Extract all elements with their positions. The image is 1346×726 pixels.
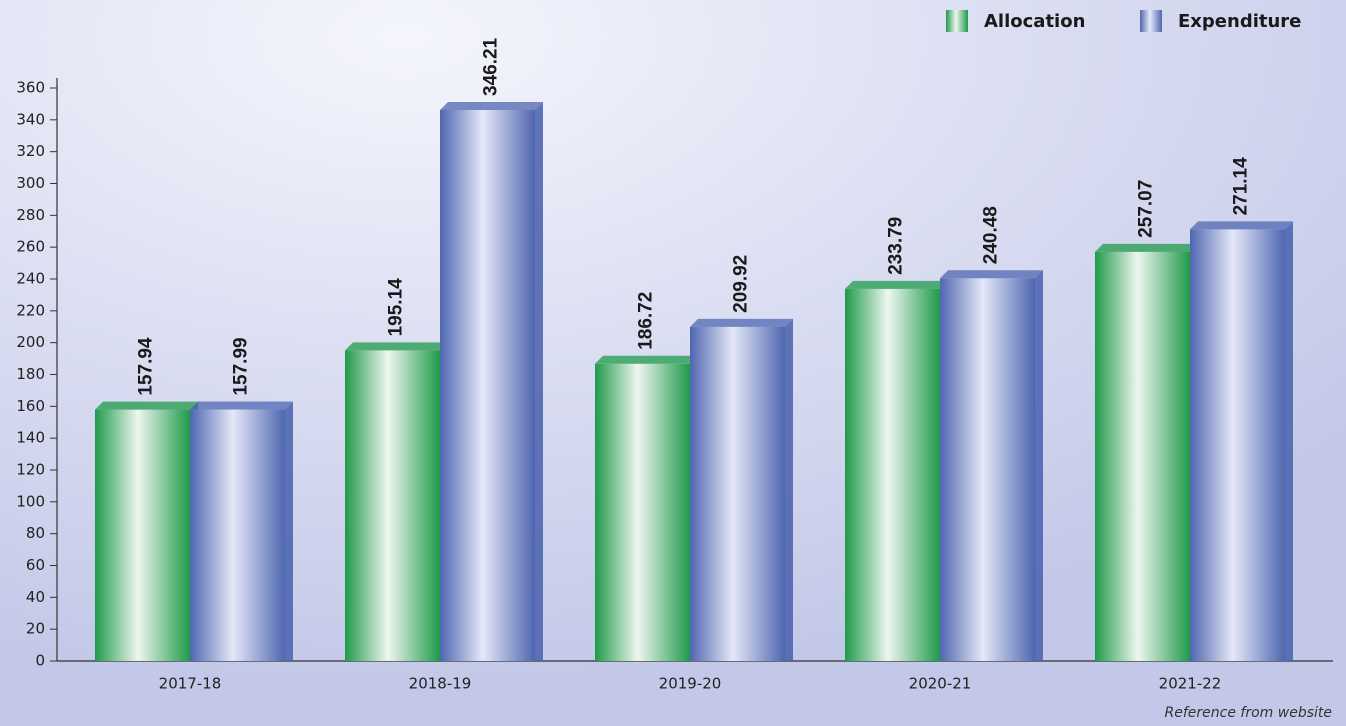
bar-top — [190, 401, 293, 410]
bar-side — [285, 401, 293, 661]
x-tick-label: 2018-19 — [409, 675, 472, 693]
value-label: 186.72 — [636, 292, 657, 350]
y-tick-label: 160 — [16, 397, 45, 415]
y-tick-label: 20 — [26, 620, 45, 638]
value-label: 157.99 — [231, 337, 252, 395]
value-label: 157.94 — [136, 337, 157, 396]
y-tick-label: 360 — [16, 79, 45, 97]
bar — [440, 109, 535, 661]
y-tick-label: 60 — [26, 556, 45, 574]
value-label: 209.92 — [731, 255, 752, 313]
bar-top — [345, 342, 448, 351]
y-tick-label: 120 — [16, 461, 45, 479]
y-tick-label: 260 — [16, 238, 45, 256]
legend-label: Allocation — [984, 11, 1085, 32]
value-label: 233.79 — [886, 217, 907, 275]
value-label: 240.48 — [981, 206, 1002, 264]
x-tick-label: 2019-20 — [659, 675, 722, 693]
bar-top — [690, 318, 793, 327]
y-tick-label: 100 — [16, 492, 45, 510]
value-label: 195.14 — [386, 278, 407, 337]
x-tick-label: 2021-22 — [1159, 675, 1222, 693]
bar — [690, 326, 785, 661]
bar — [845, 288, 940, 661]
bar-top — [940, 270, 1043, 279]
y-tick-label: 80 — [26, 524, 45, 542]
bar — [595, 363, 690, 661]
bar — [1095, 251, 1190, 661]
y-tick-label: 220 — [16, 301, 45, 319]
bar-side — [1285, 221, 1293, 662]
bar — [190, 409, 285, 661]
y-tick-label: 180 — [16, 365, 45, 383]
y-tick-label: 320 — [16, 142, 45, 160]
bar-top — [95, 401, 198, 410]
annotation: Reference from website — [1165, 705, 1332, 721]
bar-side — [535, 101, 543, 661]
x-tick-label: 2020-21 — [909, 675, 972, 693]
value-label: 271.14 — [1231, 157, 1252, 216]
y-tick-label: 340 — [16, 110, 45, 128]
x-tick-label: 2017-18 — [159, 675, 222, 693]
y-tick-label: 240 — [16, 270, 45, 288]
bar — [345, 350, 440, 661]
y-tick-label: 300 — [16, 174, 45, 192]
y-tick-label: 40 — [26, 588, 45, 606]
bar-side — [1035, 270, 1043, 661]
legend-swatch — [946, 10, 968, 32]
bar-side — [785, 318, 793, 661]
legend-swatch — [1140, 10, 1162, 32]
bar — [1190, 229, 1285, 662]
y-tick-label: 200 — [16, 333, 45, 351]
bar — [940, 278, 1035, 661]
bar-top — [1190, 221, 1293, 230]
bar-top — [595, 355, 698, 364]
bar-top — [1095, 243, 1198, 252]
bar-top — [440, 101, 543, 110]
value-label: 346.21 — [481, 37, 502, 96]
y-tick-label: 280 — [16, 206, 45, 224]
bar — [95, 409, 190, 661]
y-tick-label: 140 — [16, 429, 45, 447]
value-label: 257.07 — [1136, 180, 1157, 238]
bar-top — [845, 280, 948, 289]
y-tick-label: 0 — [35, 652, 45, 670]
legend-label: Expenditure — [1178, 11, 1301, 32]
